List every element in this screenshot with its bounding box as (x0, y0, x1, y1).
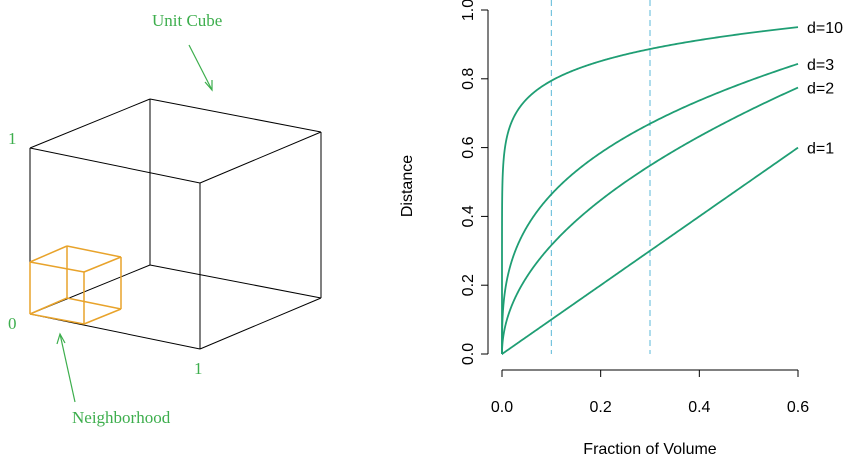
series-label-d10: d=10 (807, 20, 843, 37)
cube-edge (149, 264, 322, 299)
series-line-d10 (501, 26, 799, 354)
cube-edge (29, 98, 151, 149)
cube-edge (149, 98, 322, 133)
neighborhood-label: Neighborhood (72, 408, 171, 427)
neighborhood-cube (29, 245, 122, 325)
y-tick-label: 1.0 (460, 0, 477, 21)
cube-edge (29, 147, 201, 184)
cube-edge (199, 131, 322, 184)
y-axis: 0.0 0.2 0.4 0.6 0.8 1.0 (460, 0, 489, 365)
series-line-d2 (501, 86, 799, 354)
unit-cube-diagram: Unit Cube Neighborhood 1 0 1 (8, 11, 322, 427)
y-tick-label: 0.0 (460, 343, 477, 365)
x-tick-label: 0.6 (787, 399, 809, 416)
unit-cube-arrow (188, 44, 213, 92)
cube-axis-mark-one-vertical: 1 (8, 129, 17, 148)
cube-axis-mark-one-horizontal: 1 (194, 359, 203, 378)
cube-axis-mark-zero: 0 (8, 314, 17, 333)
x-tick-label: 0.4 (688, 399, 710, 416)
x-tick-label: 0.0 (491, 399, 513, 416)
series-curves (501, 26, 799, 355)
cube-edge (199, 297, 322, 350)
series-label-d3: d=3 (807, 57, 834, 74)
unit-cube-edges (29, 98, 322, 350)
y-axis-title: Distance (399, 155, 416, 217)
unit-cube-label: Unit Cube (152, 11, 222, 30)
x-axis: 0.0 0.2 0.4 0.6 (491, 369, 809, 416)
series-labels: d=10 d=3 d=2 d=1 (807, 20, 843, 157)
series-line-d3 (501, 63, 799, 354)
series-label-d2: d=2 (807, 81, 834, 98)
x-axis-title: Fraction of Volume (583, 441, 717, 458)
y-tick-label: 0.8 (460, 68, 477, 90)
y-tick-label: 0.2 (460, 274, 477, 296)
series-line-d1 (501, 146, 799, 355)
reference-lines (550, 0, 651, 354)
y-tick-label: 0.4 (460, 205, 477, 227)
series-label-d1: d=1 (807, 141, 834, 158)
neighborhood-arrow (56, 332, 76, 403)
distance-chart: 0.00.20.40.60.81.0 0.0 0.2 0.4 0.6 d=10d=3d… (399, 0, 843, 458)
x-tick-label: 0.2 (590, 399, 612, 416)
y-tick-label: 0.6 (460, 136, 477, 158)
